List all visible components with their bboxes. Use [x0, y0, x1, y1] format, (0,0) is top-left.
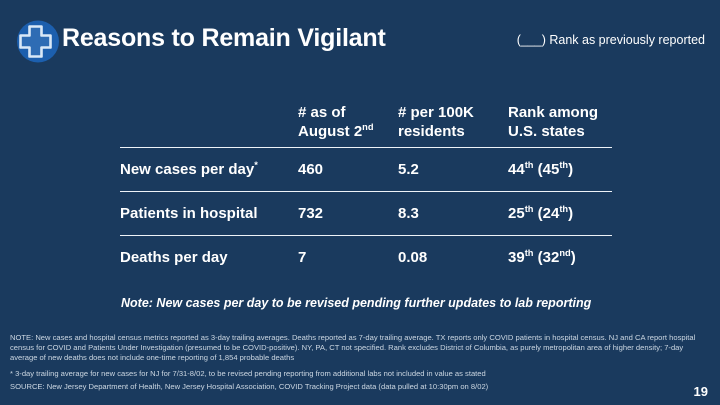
footnote-asterisk: * 3-day trailing average for new cases f… [10, 369, 486, 378]
rank-legend: (___) Rank as previously reported [516, 33, 705, 47]
page-title: Reasons to Remain Vigilant [62, 24, 386, 52]
column-header-per-100k: # per 100K residents [398, 104, 474, 140]
value-rank: 39th (32nd) [508, 248, 576, 266]
value-as-of: 7 [298, 249, 307, 266]
value-per-100k: 8.3 [398, 205, 419, 222]
page-number: 19 [693, 384, 708, 399]
medical-cross-icon [15, 19, 61, 65]
value-rank: 25th (24th) [508, 204, 574, 222]
row-label: Patients in hospital [120, 205, 258, 222]
row-label: Deaths per day [120, 249, 228, 266]
table-row-deaths: Deaths per day 7 0.08 39th (32nd) [120, 236, 612, 279]
vigilance-table: # as of August 2nd # per 100K residents … [120, 100, 612, 279]
footnote-methodology: NOTE: New cases and hospital census metr… [10, 333, 696, 362]
revision-note: Note: New cases per day to be revised pe… [121, 296, 592, 310]
value-per-100k: 5.2 [398, 161, 419, 178]
footnote-source: SOURCE: New Jersey Department of Health,… [10, 382, 489, 391]
table-row-patients-hospital: Patients in hospital 732 8.3 25th (24th) [120, 192, 612, 236]
value-as-of: 460 [298, 161, 324, 178]
column-header-as-of: # as of August 2nd [298, 104, 374, 140]
value-as-of: 732 [298, 205, 324, 222]
column-header-rank: Rank among U.S. states [508, 104, 599, 140]
value-per-100k: 0.08 [398, 249, 428, 266]
row-label: New cases per day* [120, 160, 258, 178]
table-row-new-cases: New cases per day* 460 5.2 44th (45th) [120, 148, 612, 192]
table-header-row: # as of August 2nd # per 100K residents … [120, 100, 612, 148]
footnotes: NOTE: New cases and hospital census metr… [10, 333, 712, 392]
value-rank: 44th (45th) [508, 160, 574, 178]
